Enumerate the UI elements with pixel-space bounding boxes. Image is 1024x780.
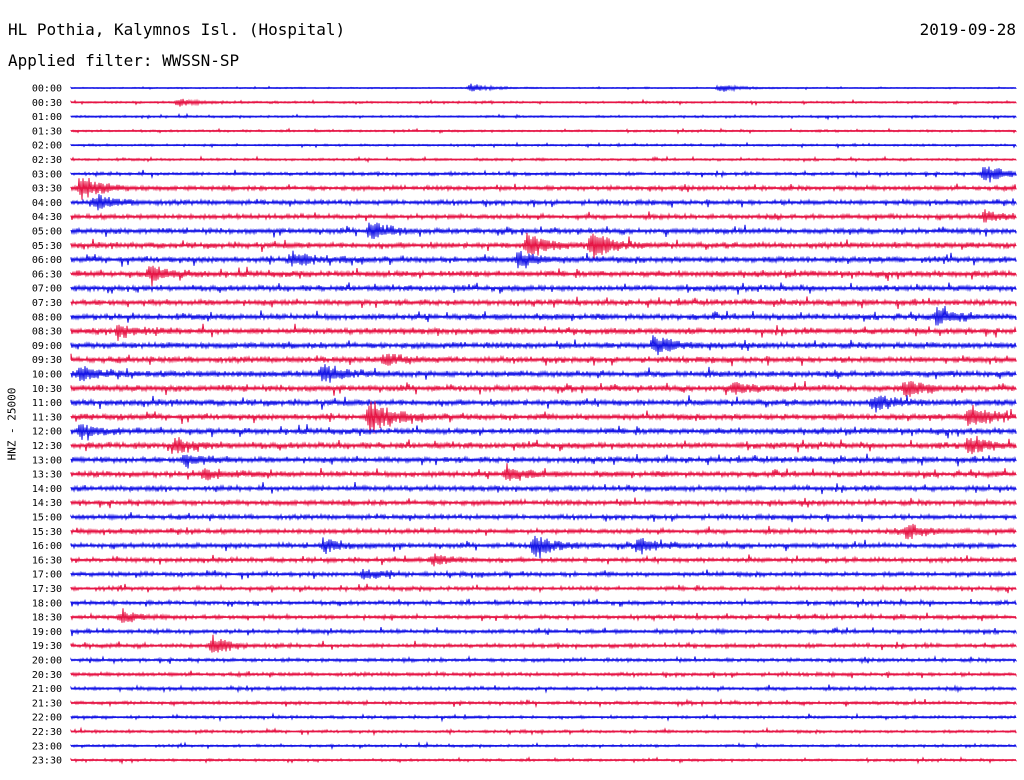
time-label: 21:30 — [32, 698, 62, 709]
time-label: 22:30 — [32, 727, 62, 738]
time-label: 04:30 — [32, 212, 62, 223]
trace-0530 — [70, 232, 1017, 260]
trace-1930 — [70, 634, 1017, 653]
trace-1600 — [70, 535, 1017, 559]
time-label: 16:30 — [32, 555, 62, 566]
time-label: 12:00 — [32, 427, 62, 438]
time-label: 16:00 — [32, 541, 62, 552]
trace-0630 — [70, 265, 1017, 287]
time-label: 20:00 — [32, 656, 62, 667]
time-label: 10:30 — [32, 384, 62, 395]
time-label: 00:00 — [32, 84, 62, 95]
time-label: 18:00 — [32, 598, 62, 609]
time-label: 12:30 — [32, 441, 62, 452]
time-label: 14:00 — [32, 484, 62, 495]
time-label: 11:30 — [32, 412, 62, 423]
trace-0800 — [70, 305, 1017, 326]
time-label: 14:30 — [32, 498, 62, 509]
time-label: 21:00 — [32, 684, 62, 695]
time-label: 19:00 — [32, 627, 62, 638]
trace-0830 — [70, 323, 1017, 341]
time-label: 09:00 — [32, 341, 62, 352]
trace-1830 — [70, 608, 1017, 623]
time-label: 04:00 — [32, 198, 62, 209]
time-label: 02:00 — [32, 141, 62, 152]
time-label: 15:00 — [32, 513, 62, 524]
time-label: 01:30 — [32, 126, 62, 137]
time-label: 03:00 — [32, 169, 62, 180]
time-label: 18:30 — [32, 613, 62, 624]
trace-1330 — [70, 463, 1017, 481]
time-label: 07:00 — [32, 284, 62, 295]
time-label: 19:30 — [32, 641, 62, 652]
time-label: 11:00 — [32, 398, 62, 409]
time-label: 06:30 — [32, 269, 62, 280]
time-label: 08:30 — [32, 327, 62, 338]
time-label: 23:00 — [32, 741, 62, 752]
time-label: 00:30 — [32, 98, 62, 109]
time-label: 23:30 — [32, 756, 62, 767]
station-title: HL Pothia, Kalymnos Isl. (Hospital) — [8, 20, 346, 39]
time-label: 13:30 — [32, 470, 62, 481]
time-label: 15:30 — [32, 527, 62, 538]
time-label: 17:00 — [32, 570, 62, 581]
time-label: 03:30 — [32, 184, 62, 195]
time-label: 07:30 — [32, 298, 62, 309]
time-label: 02:30 — [32, 155, 62, 166]
trace-1200 — [70, 424, 1017, 441]
time-label: 05:30 — [32, 241, 62, 252]
trace-1100 — [70, 395, 1017, 413]
time-label: 01:00 — [32, 112, 62, 123]
filter-label: Applied filter: WWSSN-SP — [8, 51, 240, 70]
time-label: 13:00 — [32, 455, 62, 466]
time-label: 06:00 — [32, 255, 62, 266]
trace-1300 — [70, 453, 1017, 469]
time-label: 09:30 — [32, 355, 62, 366]
time-label: 20:30 — [32, 670, 62, 681]
time-label: 17:30 — [32, 584, 62, 595]
time-label: 08:00 — [32, 312, 62, 323]
time-label: 22:00 — [32, 713, 62, 724]
time-label: 10:00 — [32, 370, 62, 381]
time-label: 05:00 — [32, 227, 62, 238]
record-date: 2019-09-28 — [919, 20, 1016, 39]
